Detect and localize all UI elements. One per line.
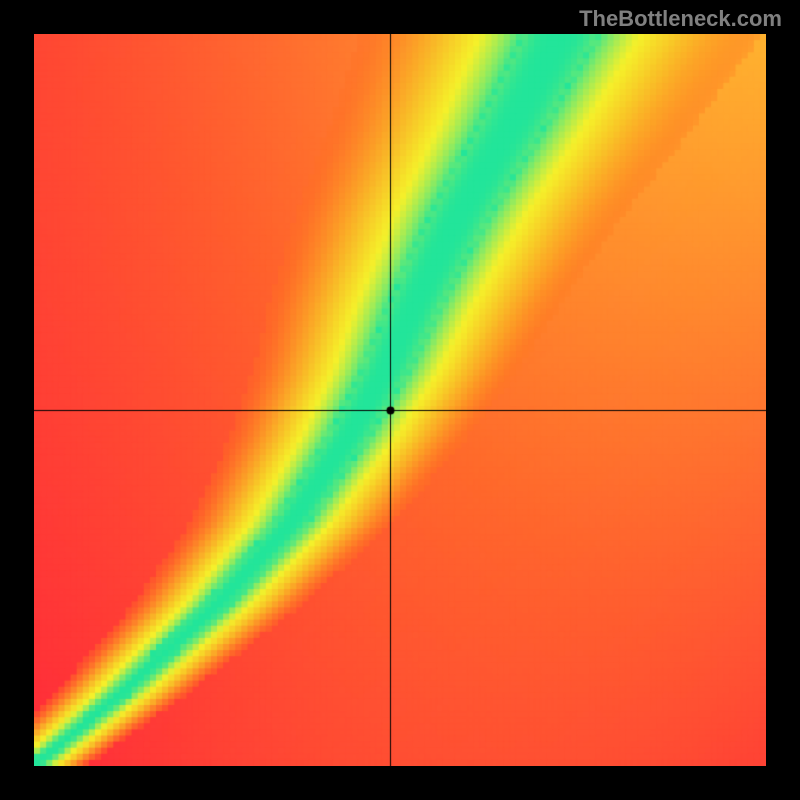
watermark-text: TheBottleneck.com	[579, 6, 782, 32]
bottleneck-heatmap	[34, 34, 766, 766]
image-root: TheBottleneck.com	[0, 0, 800, 800]
